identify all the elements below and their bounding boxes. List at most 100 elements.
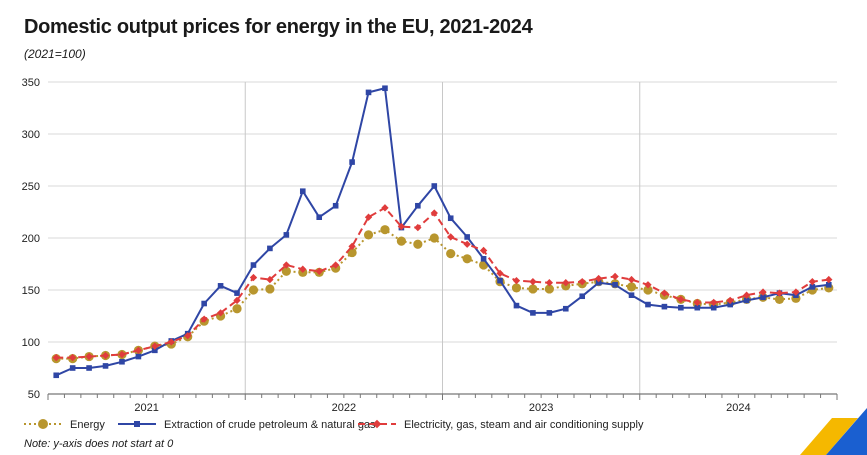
data-point-extraction-28 xyxy=(513,302,520,309)
data-point-electricity-9 xyxy=(200,315,208,323)
data-point-extraction-20 xyxy=(382,85,388,92)
series-electricity xyxy=(52,204,833,362)
x-tick-label-2022: 2022 xyxy=(332,402,356,414)
data-point-extraction-12 xyxy=(250,262,257,268)
data-point-electricity-27 xyxy=(496,269,504,278)
data-point-extraction-16 xyxy=(316,214,323,220)
y-tick-label-150: 150 xyxy=(22,285,40,297)
data-point-extraction-26 xyxy=(480,256,487,262)
x-tick-label-2021: 2021 xyxy=(134,402,158,414)
data-point-electricity-17 xyxy=(331,261,340,269)
data-point-extraction-10 xyxy=(217,283,224,289)
data-point-extraction-6 xyxy=(152,347,158,354)
data-point-electricity-10 xyxy=(216,309,225,317)
data-point-extraction-38 xyxy=(678,304,684,311)
data-point-extraction-29 xyxy=(530,310,536,316)
data-point-electricity-39 xyxy=(693,298,701,307)
data-point-energy-13 xyxy=(265,284,275,294)
data-point-electricity-16 xyxy=(315,267,323,275)
data-point-extraction-39 xyxy=(694,304,701,311)
data-point-energy-11 xyxy=(232,304,242,314)
data-point-extraction-43 xyxy=(760,294,766,301)
data-point-electricity-33 xyxy=(594,274,603,283)
footnote: Note: y-axis does not start at 0 xyxy=(24,438,174,450)
data-point-energy-23 xyxy=(429,233,439,243)
data-point-energy-21 xyxy=(396,236,407,246)
legend-item-electricity: Electricity, gas, steam and air conditio… xyxy=(358,419,644,431)
data-point-energy-25 xyxy=(462,254,472,264)
data-point-electricity-45 xyxy=(792,288,800,296)
data-point-electricity-24 xyxy=(447,233,455,241)
eurostat-logo xyxy=(800,408,867,455)
data-point-extraction-30 xyxy=(546,310,553,316)
data-point-energy-20 xyxy=(380,225,390,235)
legend-electricity-marker xyxy=(372,419,382,429)
data-point-extraction-9 xyxy=(201,300,207,307)
legend-energy-label: Energy xyxy=(70,419,105,431)
data-point-energy-28 xyxy=(511,283,522,293)
data-point-extraction-47 xyxy=(825,282,832,288)
data-point-electricity-4 xyxy=(118,350,126,359)
data-point-energy-14 xyxy=(281,266,291,276)
data-point-energy-22 xyxy=(413,239,423,249)
data-point-electricity-36 xyxy=(644,281,652,289)
y-tick-label-100: 100 xyxy=(22,337,40,349)
data-point-electricity-34 xyxy=(611,272,619,281)
data-point-extraction-23 xyxy=(431,183,438,189)
data-point-electricity-14 xyxy=(282,261,291,269)
y-tick-label-350: 350 xyxy=(22,77,40,89)
data-point-electricity-2 xyxy=(85,352,93,361)
data-point-electricity-23 xyxy=(430,209,438,217)
logo-yellow-shape xyxy=(800,418,858,455)
data-point-extraction-42 xyxy=(743,297,750,304)
data-point-extraction-27 xyxy=(497,277,503,284)
data-point-extraction-0 xyxy=(53,372,60,379)
data-point-extraction-13 xyxy=(267,245,273,252)
data-point-electricity-32 xyxy=(578,278,586,286)
legend-item-energy: Energy xyxy=(24,419,105,431)
data-point-electricity-11 xyxy=(233,296,241,305)
data-point-electricity-18 xyxy=(348,242,356,250)
data-point-electricity-5 xyxy=(134,346,143,354)
data-point-energy-35 xyxy=(626,282,637,292)
data-point-electricity-12 xyxy=(249,273,258,282)
chart-subtitle: (2021=100) xyxy=(24,47,86,61)
data-point-energy-44 xyxy=(774,294,785,304)
data-point-extraction-5 xyxy=(135,353,142,360)
data-point-extraction-22 xyxy=(415,202,421,209)
y-tick-label-50: 50 xyxy=(28,389,40,401)
data-point-electricity-30 xyxy=(545,279,554,287)
x-tick-label-2024: 2024 xyxy=(726,402,750,414)
chart-title: Domestic output prices for energy in the… xyxy=(24,16,533,38)
data-point-extraction-32 xyxy=(579,293,586,300)
data-point-electricity-47 xyxy=(825,275,833,284)
data-point-electricity-43 xyxy=(759,288,767,296)
data-point-electricity-7 xyxy=(167,338,175,346)
data-point-electricity-8 xyxy=(184,332,192,340)
data-point-extraction-37 xyxy=(661,303,668,310)
data-point-electricity-42 xyxy=(742,291,751,299)
data-point-extraction-46 xyxy=(809,284,816,290)
data-point-electricity-28 xyxy=(512,276,521,285)
data-point-electricity-29 xyxy=(529,278,537,286)
data-point-electricity-35 xyxy=(627,275,636,284)
axis-layer: 50 100 150 200 250 300 350 2021 2022 2023 2024 xyxy=(22,77,838,414)
legend-extraction-label: Extraction of crude petroleum & natural … xyxy=(164,419,376,431)
data-point-extraction-3 xyxy=(102,363,109,369)
legend-item-extraction: Extraction of crude petroleum & natural … xyxy=(118,419,376,431)
logo-blue-shape xyxy=(826,408,867,455)
data-point-extraction-24 xyxy=(447,215,454,222)
data-point-electricity-1 xyxy=(68,353,77,362)
data-point-energy-19 xyxy=(363,230,374,240)
legend-energy-marker xyxy=(38,419,48,429)
data-point-electricity-31 xyxy=(562,279,570,287)
y-tick-label-300: 300 xyxy=(22,129,40,141)
data-point-energy-29 xyxy=(528,284,538,294)
data-point-extraction-19 xyxy=(365,89,372,96)
data-point-extraction-33 xyxy=(595,279,602,286)
data-point-extraction-14 xyxy=(283,232,290,238)
series-layer xyxy=(51,85,834,379)
data-point-extraction-40 xyxy=(710,304,717,311)
legend-extraction-marker xyxy=(134,421,140,427)
